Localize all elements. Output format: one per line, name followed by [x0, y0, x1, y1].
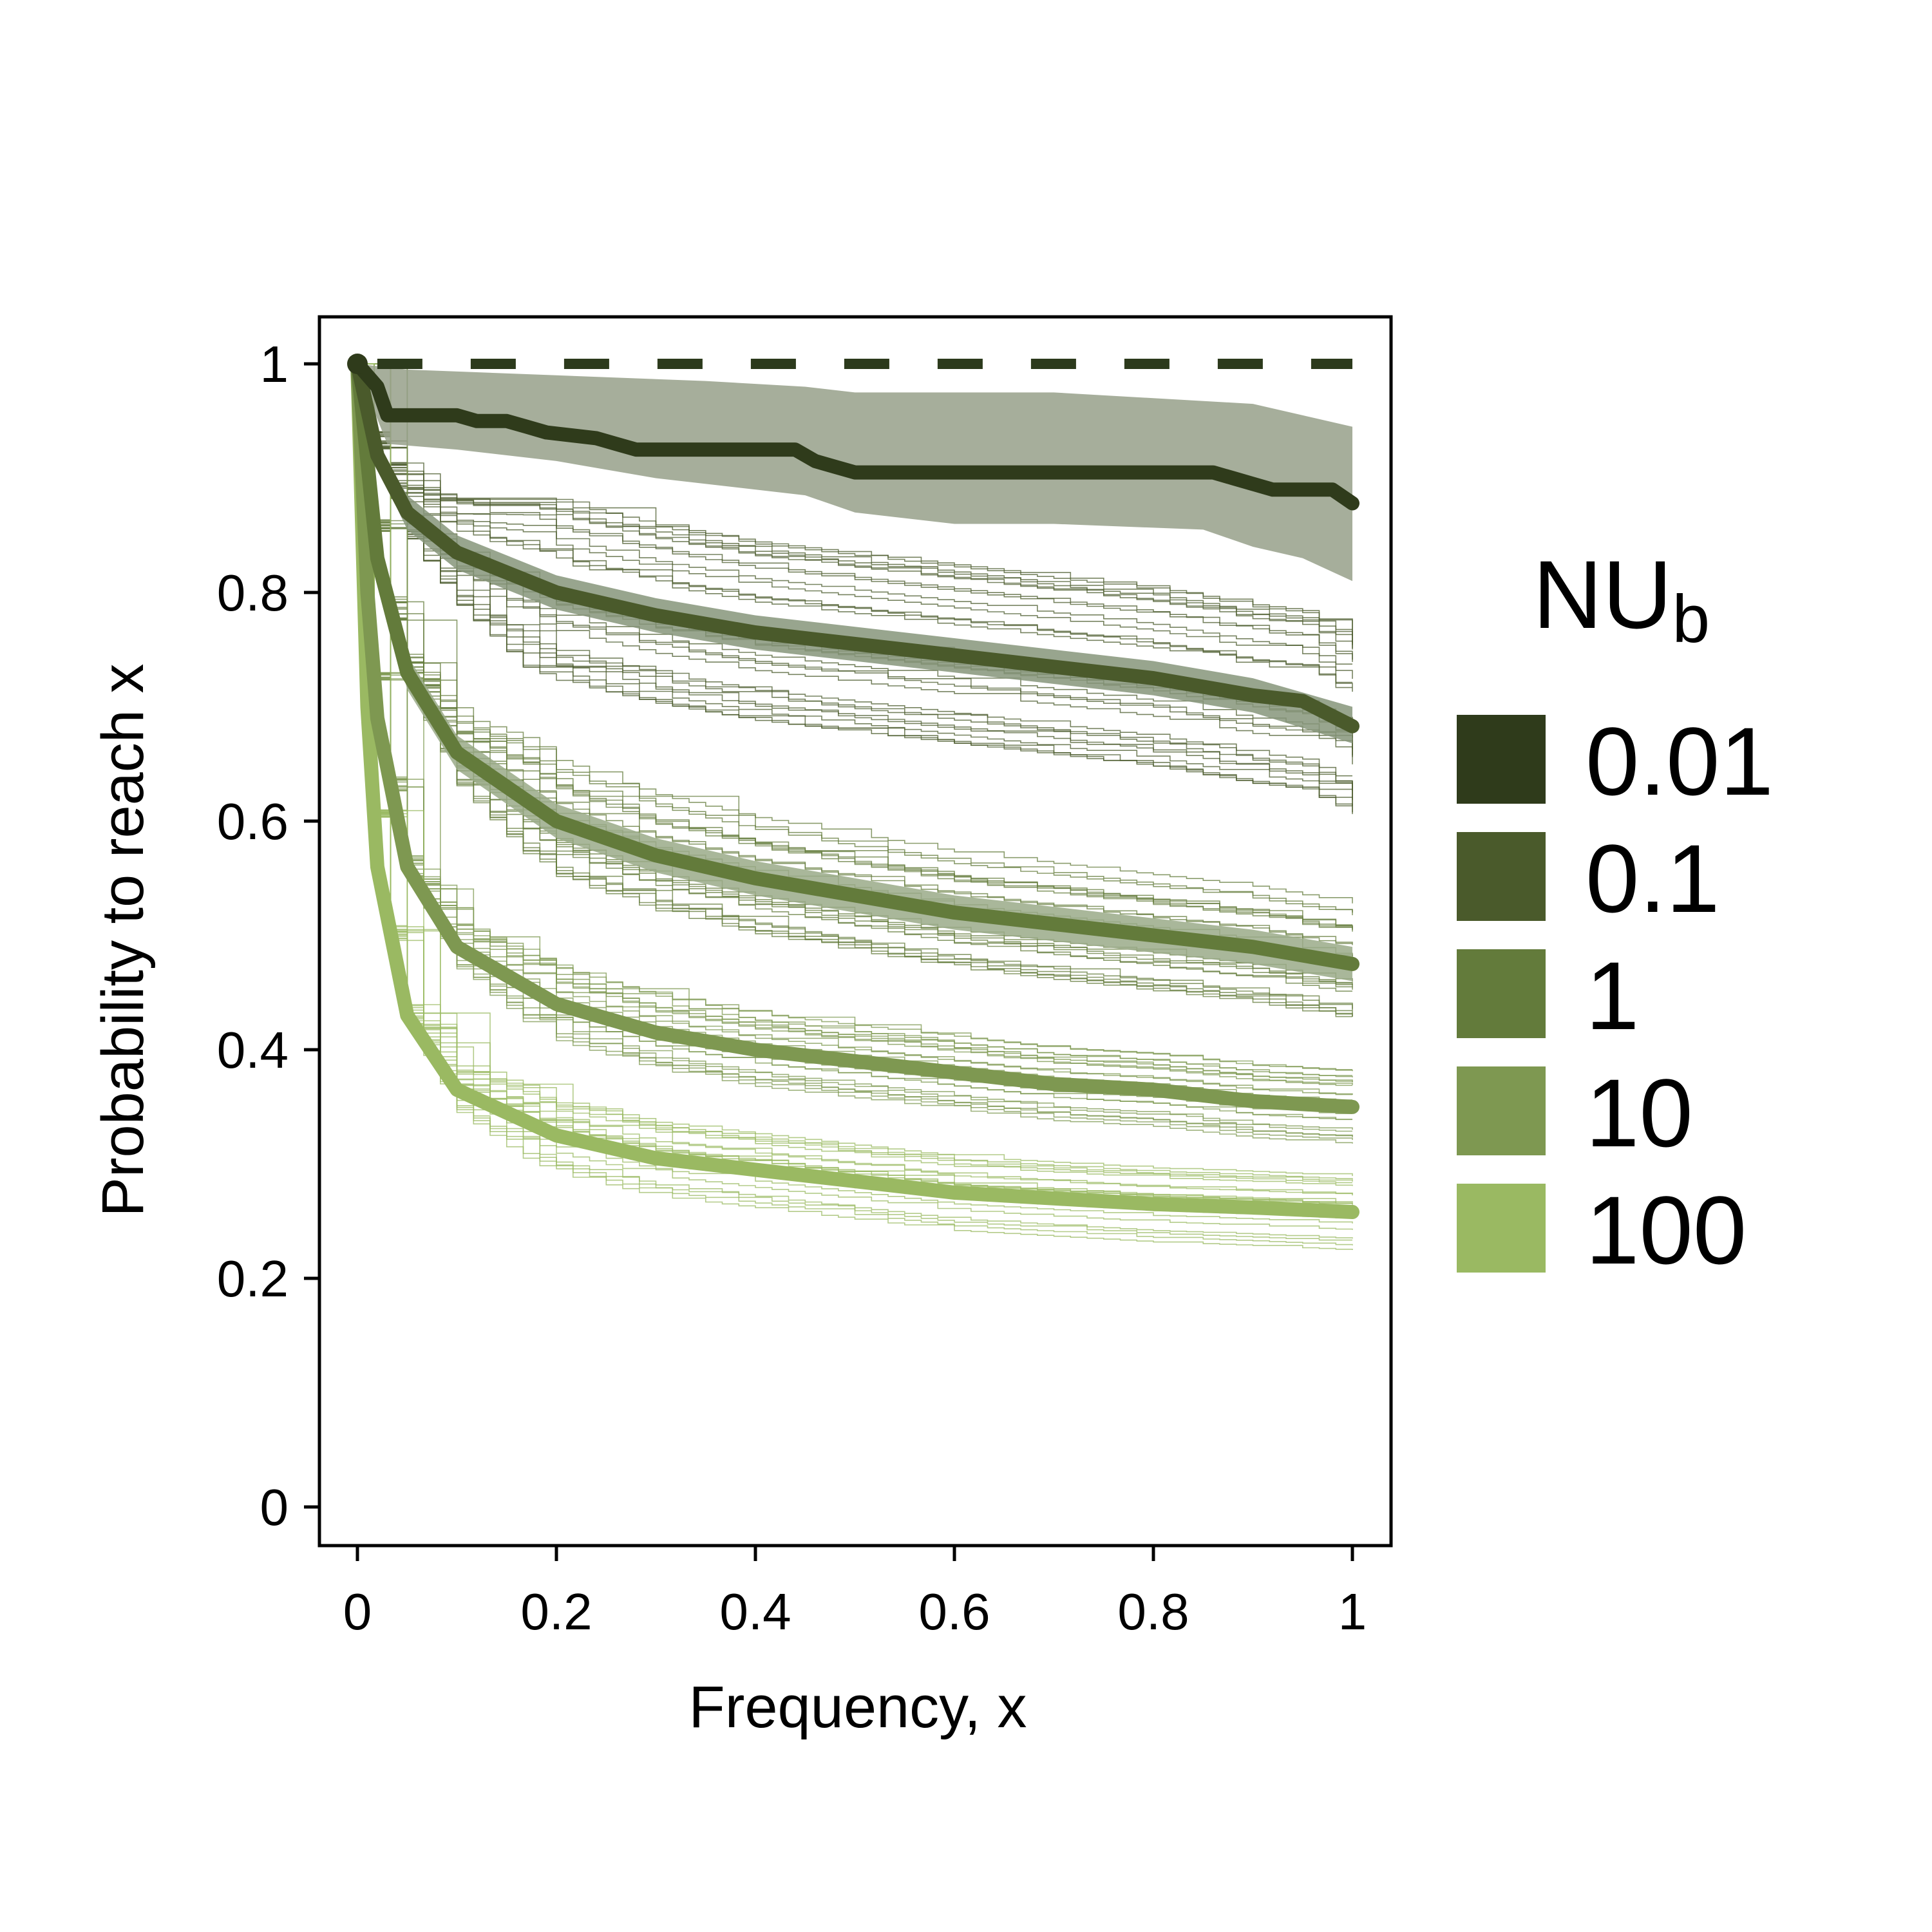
legend-title-main: NU	[1533, 540, 1672, 649]
y-tick-label: 0.4	[217, 1021, 289, 1079]
series-line-1	[350, 357, 1359, 971]
replicate-line-0_1	[357, 363, 1353, 764]
replicate-line-1	[357, 363, 1353, 913]
replicate-line-0_1	[357, 363, 1352, 777]
legend-label-1: 1	[1586, 942, 1639, 1050]
y-tick-label: 1	[260, 336, 289, 393]
replicate-line-100	[357, 363, 1352, 1204]
replicate-line-100	[357, 363, 1353, 1177]
replicate-line-10	[357, 363, 1353, 1141]
legend-swatch-0_1	[1457, 832, 1546, 921]
replicate-line-1	[357, 363, 1352, 925]
replicate-line-0_1	[357, 363, 1353, 806]
legend-title-subscript: b	[1672, 582, 1710, 657]
replicate-line-10	[357, 363, 1353, 1082]
series-line-10	[350, 357, 1359, 1114]
replicate-line-0_1	[357, 363, 1353, 679]
legend-swatch-0_01	[1457, 715, 1546, 804]
replicate-line-0_1	[357, 363, 1352, 630]
x-axis-title: Frequency, x	[689, 1674, 1027, 1740]
series-line-100	[350, 357, 1359, 1219]
y-tick-label: 0.8	[217, 564, 289, 621]
legend-label-0_1: 0.1	[1586, 824, 1720, 933]
replicate-line-100	[357, 363, 1353, 1230]
replicate-line-100	[357, 363, 1353, 1245]
legend-title: NUb	[1533, 540, 1710, 657]
y-tick-label: 0.6	[217, 793, 289, 850]
x-tick-label: 0.4	[719, 1583, 791, 1640]
start-point	[347, 354, 368, 374]
replicate-line-100	[357, 363, 1353, 1195]
replicate-line-0_1	[357, 363, 1353, 636]
replicate-line-1	[357, 363, 1353, 904]
replicate-line-100	[357, 363, 1352, 1184]
replicate-line-0_1	[357, 363, 1353, 660]
legend-label-10: 10	[1586, 1059, 1693, 1167]
plot-area	[347, 354, 1359, 1250]
x-tick-label: 0.8	[1117, 1583, 1189, 1640]
replicate-line-10	[357, 363, 1353, 1085]
x-tick-label: 1	[1338, 1583, 1367, 1640]
replicate-line-10	[357, 363, 1352, 1132]
replicate-line-100	[357, 363, 1353, 1239]
replicate-line-0_1	[357, 363, 1353, 692]
replicate-line-100	[357, 363, 1353, 1180]
replicate-line-0_1	[357, 363, 1353, 643]
replicate-line-100	[357, 363, 1353, 1250]
replicate-line-0_1	[357, 363, 1353, 662]
replicate-line-100	[357, 363, 1353, 1186]
replicate-line-10	[357, 363, 1353, 1072]
y-tick-label: 0	[260, 1479, 289, 1536]
replicate-line-0_1	[357, 363, 1353, 649]
series-line-0_1	[350, 357, 1359, 734]
replicate-line-1	[357, 363, 1352, 928]
legend-label-100: 100	[1586, 1176, 1747, 1284]
replicate-line-0_1	[357, 363, 1353, 813]
x-tick-label: 0.2	[520, 1583, 592, 1640]
y-tick-label: 0.2	[217, 1250, 289, 1307]
axes: 0 0.2 0.4 0.6 0.8 1 0 0.2 0.4 0.6 0.8 1	[217, 315, 1393, 1640]
x-tick-label: 0.6	[918, 1583, 990, 1640]
legend-swatch-10	[1457, 1066, 1546, 1155]
legend-swatch-100	[1457, 1184, 1546, 1273]
replicate-line-0_1	[357, 363, 1352, 665]
replicate-line-10	[357, 363, 1353, 1095]
y-axis-title: Probability to reach x	[90, 663, 156, 1217]
replicate-line-0_1	[357, 363, 1353, 791]
replicate-line-1	[357, 363, 1353, 1009]
legend-swatch-1	[1457, 949, 1546, 1038]
axes-frame	[317, 315, 1393, 1548]
replicate-line-0_1	[357, 363, 1352, 688]
replicate-line-1	[357, 363, 1353, 945]
replicate-line-0_1	[357, 363, 1353, 790]
replicate-line-1	[357, 363, 1353, 1017]
x-tick-label: 0	[343, 1583, 372, 1640]
band-1	[357, 364, 1352, 981]
replicate-line-10	[357, 363, 1352, 1076]
replicate-line-0_1	[357, 363, 1353, 757]
legend-label-0_01: 0.01	[1586, 707, 1774, 815]
series-line-0_01	[350, 357, 1359, 511]
replicate-line-1	[357, 363, 1353, 916]
band-0_1	[357, 364, 1352, 744]
